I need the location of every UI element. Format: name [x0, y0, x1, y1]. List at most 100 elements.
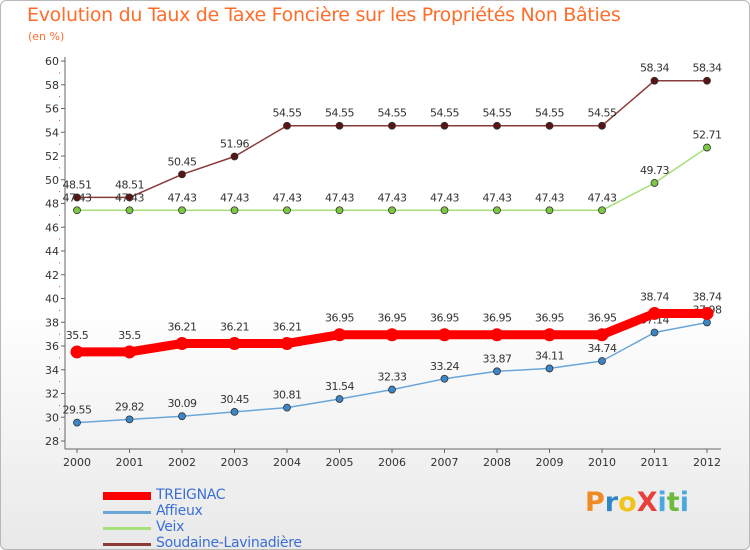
- legend: TREIGNAC Affieux Veix Soudaine-Lavinadiè…: [99, 487, 359, 550]
- data-label-affieux: 30.09: [168, 397, 197, 410]
- data-label-soudaine-lavinadiere: 48.51: [63, 178, 92, 191]
- data-point-treignac: [438, 328, 451, 342]
- data-point-veix: [73, 206, 81, 215]
- data-label-soudaine-lavinadiere: 58.34: [640, 62, 669, 75]
- data-label-affieux: 29.55: [63, 404, 92, 417]
- x-tick-label: 2000: [63, 456, 91, 469]
- data-point-affieux: [598, 357, 606, 365]
- data-point-treignac: [280, 337, 294, 351]
- data-label-soudaine-lavinadiere: 54.55: [378, 107, 407, 120]
- data-label-affieux: 33.87: [483, 352, 512, 365]
- data-point-affieux: [440, 374, 449, 383]
- data-point-treignac: [595, 328, 609, 342]
- data-point-soudaine-lavinadiere: [598, 121, 606, 130]
- y-tick-label: 36: [45, 340, 59, 353]
- data-point-veix: [283, 206, 291, 215]
- data-label-soudaine-lavinadiere: 54.55: [273, 107, 302, 120]
- data-point-treignac: [123, 345, 136, 359]
- x-tick-label: 2004: [273, 456, 301, 469]
- chart-unit-label: (en %): [28, 30, 65, 43]
- y-tick-label: 54: [45, 126, 59, 139]
- data-point-treignac: [228, 337, 241, 351]
- y-tick-label: 58: [45, 79, 59, 92]
- legend-swatch-soudaine-lavinadiere: [103, 543, 151, 546]
- data-label-veix: 47.43: [220, 191, 249, 204]
- data-label-veix: 52.71: [693, 129, 722, 142]
- data-point-treignac: [70, 345, 84, 359]
- data-label-veix: 49.73: [640, 164, 669, 177]
- data-label-soudaine-lavinadiere: 48.51: [115, 178, 144, 191]
- data-point-affieux: [650, 328, 659, 337]
- data-label-veix: 47.43: [168, 191, 197, 204]
- data-point-affieux: [178, 412, 186, 421]
- data-point-soudaine-lavinadiere: [703, 76, 711, 85]
- y-tick-label: 46: [45, 221, 59, 234]
- y-tick-label: 50: [45, 174, 59, 187]
- legend-swatch-veix: [103, 527, 151, 530]
- data-label-treignac: 36.21: [273, 321, 302, 334]
- x-tick-label: 2008: [483, 456, 511, 469]
- data-point-treignac: [490, 328, 504, 342]
- y-tick-label: 60: [45, 55, 59, 68]
- x-tick-label: 2005: [326, 456, 354, 469]
- legend-item-treignac: TREIGNAC: [99, 487, 359, 504]
- data-point-veix: [493, 206, 501, 215]
- series-line-soudaine-lavinadiere: [77, 79, 707, 199]
- legend-label-soudaine-lavinadiere: Soudaine-Lavinadière: [156, 535, 302, 550]
- data-label-soudaine-lavinadiere: 50.45: [168, 155, 197, 168]
- data-point-affieux: [545, 364, 554, 373]
- data-point-soudaine-lavinadiere: [73, 193, 81, 202]
- data-label-treignac: 38.74: [693, 290, 722, 303]
- y-tick-label: 28: [45, 435, 59, 448]
- data-label-veix: 47.43: [535, 191, 564, 204]
- x-tick-label: 2011: [641, 456, 669, 469]
- data-point-affieux: [703, 318, 711, 327]
- legend-item-soudaine-lavinadiere: Soudaine-Lavinadière: [99, 535, 359, 550]
- data-label-treignac: 36.21: [220, 321, 249, 334]
- data-point-veix: [335, 206, 344, 215]
- data-label-soudaine-lavinadiere: 54.55: [483, 107, 512, 120]
- data-point-veix: [703, 143, 711, 152]
- data-label-affieux: 34.74: [588, 342, 617, 355]
- x-tick-label: 2003: [221, 456, 249, 469]
- x-tick-label: 2007: [431, 456, 459, 469]
- data-label-treignac: 36.21: [168, 321, 197, 334]
- data-point-veix: [650, 179, 659, 187]
- proxiti-logo: ProXiti: [585, 487, 689, 518]
- data-point-veix: [230, 206, 239, 215]
- legend-item-affieux: Affieux: [99, 503, 359, 520]
- x-tick-label: 2002: [168, 456, 196, 469]
- data-point-soudaine-lavinadiere: [230, 152, 239, 161]
- y-tick-label: 34: [45, 364, 59, 377]
- data-point-affieux: [230, 408, 239, 416]
- data-label-veix: 47.43: [588, 191, 617, 204]
- data-point-veix: [388, 206, 396, 215]
- x-tick-label: 2012: [693, 456, 721, 469]
- legend-swatch-affieux: [103, 511, 151, 514]
- data-label-treignac: 36.95: [535, 312, 564, 325]
- data-label-treignac: 36.95: [483, 312, 512, 325]
- data-point-soudaine-lavinadiere: [440, 121, 449, 130]
- data-label-affieux: 34.11: [535, 349, 564, 362]
- data-label-veix: 47.43: [483, 191, 512, 204]
- data-point-veix: [598, 206, 606, 215]
- data-label-affieux: 31.54: [325, 380, 354, 393]
- data-label-affieux: 30.45: [220, 393, 249, 406]
- legend-item-veix: Veix: [99, 519, 359, 536]
- data-point-treignac: [543, 328, 556, 342]
- data-label-veix: 47.43: [63, 191, 92, 204]
- data-label-soudaine-lavinadiere: 58.34: [693, 62, 722, 75]
- data-point-soudaine-lavinadiere: [493, 121, 501, 130]
- data-point-soudaine-lavinadiere: [335, 121, 344, 130]
- data-label-soudaine-lavinadiere: 54.55: [535, 107, 564, 120]
- data-point-affieux: [125, 415, 134, 424]
- y-tick-label: 52: [45, 150, 59, 163]
- data-label-veix: 47.43: [115, 191, 144, 204]
- data-label-treignac: 38.74: [640, 290, 669, 303]
- y-tick-label: 48: [45, 198, 59, 211]
- data-point-affieux: [283, 403, 291, 412]
- data-label-treignac: 35.5: [118, 329, 141, 342]
- legend-label-treignac: TREIGNAC: [156, 487, 226, 503]
- data-point-soudaine-lavinadiere: [650, 76, 659, 85]
